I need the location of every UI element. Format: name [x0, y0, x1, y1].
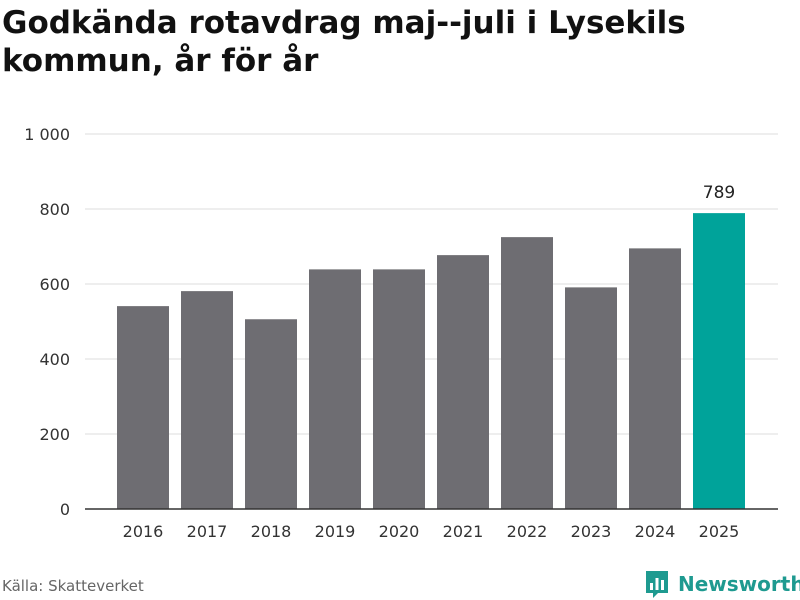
source-note: Källa: Skatteverket — [2, 577, 144, 595]
bar-2021 — [437, 255, 489, 509]
data-label-2025: 789 — [703, 183, 735, 203]
x-tick-label-2020: 2020 — [379, 522, 420, 541]
bar-2024 — [629, 248, 681, 509]
x-tick-label-2022: 2022 — [507, 522, 548, 541]
x-tick-label-2024: 2024 — [635, 522, 676, 541]
x-tick-label-2016: 2016 — [123, 522, 164, 541]
chart-title: Godkända rotavdrag maj--juli i Lysekils … — [2, 5, 686, 79]
bar-2018 — [245, 319, 297, 509]
x-tick-label-2017: 2017 — [187, 522, 228, 541]
x-tick-label-2021: 2021 — [443, 522, 484, 541]
bars — [117, 213, 745, 509]
data-labels: 789 — [703, 183, 735, 203]
newsworthy-logo-icon — [646, 571, 668, 598]
bar-2025 — [693, 213, 745, 509]
y-tick-label-200: 200 — [39, 425, 70, 444]
x-axis-tick-labels: 2016 2017 2018 2019 2020 2021 2022 2023 2024 2025 — [123, 522, 740, 541]
bar-2022 — [501, 237, 553, 509]
y-tick-label-800: 800 — [39, 200, 70, 219]
y-axis-tick-labels: 0 200 400 600 800 1 000 — [24, 125, 70, 519]
bar-2017 — [181, 291, 233, 509]
y-tick-label-1000: 1 000 — [24, 125, 70, 144]
x-tick-label-2025: 2025 — [699, 522, 740, 541]
bar-2020 — [373, 269, 425, 509]
x-tick-label-2018: 2018 — [251, 522, 292, 541]
y-tick-label-400: 400 — [39, 350, 70, 369]
bar-2023 — [565, 287, 617, 509]
x-tick-label-2023: 2023 — [571, 522, 612, 541]
bar-2019 — [309, 269, 361, 509]
brand-logo[interactable]: Newsworthy — [644, 568, 800, 600]
brand-name: Newsworthy — [678, 572, 800, 596]
bar-2016 — [117, 306, 169, 509]
y-tick-label-600: 600 — [39, 275, 70, 294]
x-tick-label-2019: 2019 — [315, 522, 356, 541]
y-tick-label-0: 0 — [60, 500, 70, 519]
